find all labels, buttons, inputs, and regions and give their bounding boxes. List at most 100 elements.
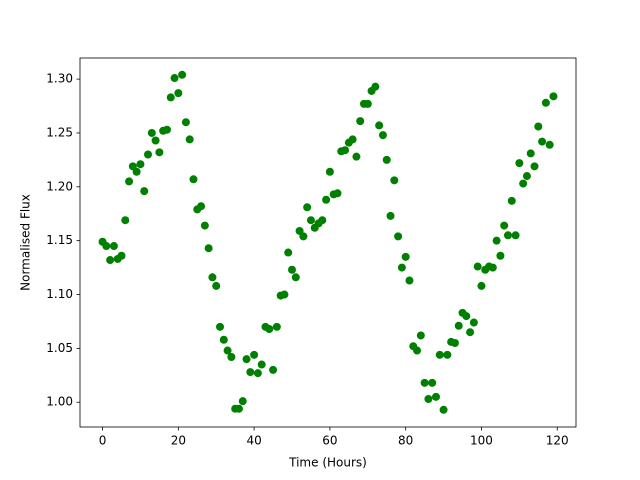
x-tick-label: 40 bbox=[246, 434, 261, 448]
data-point bbox=[185, 135, 194, 144]
data-point bbox=[416, 331, 425, 340]
data-point bbox=[394, 232, 403, 241]
y-tick-label: 1.30 bbox=[46, 72, 73, 86]
data-point bbox=[253, 369, 262, 378]
data-point bbox=[375, 121, 384, 130]
data-point bbox=[170, 74, 179, 83]
data-point bbox=[356, 117, 365, 126]
data-point bbox=[511, 231, 520, 240]
data-point bbox=[530, 162, 539, 171]
data-point bbox=[219, 335, 228, 344]
data-point bbox=[246, 368, 255, 377]
data-point bbox=[257, 360, 266, 369]
data-point bbox=[390, 176, 399, 185]
data-point bbox=[147, 128, 156, 137]
data-point bbox=[272, 322, 281, 331]
data-point bbox=[106, 256, 115, 265]
data-point bbox=[439, 405, 448, 414]
data-point bbox=[401, 252, 410, 261]
data-point bbox=[318, 216, 327, 225]
data-point bbox=[496, 251, 505, 260]
x-tick-label: 60 bbox=[322, 434, 337, 448]
data-point bbox=[477, 281, 486, 290]
data-point bbox=[181, 118, 190, 127]
x-tick-label: 100 bbox=[470, 434, 493, 448]
data-point bbox=[269, 365, 278, 374]
data-point bbox=[250, 350, 259, 359]
data-point bbox=[492, 236, 501, 245]
y-tick-label: 1.05 bbox=[46, 341, 73, 355]
data-point bbox=[378, 131, 387, 140]
data-point bbox=[162, 125, 171, 134]
data-point bbox=[466, 328, 475, 337]
data-point bbox=[265, 324, 274, 333]
data-point bbox=[125, 177, 134, 186]
data-point bbox=[545, 140, 554, 149]
data-point bbox=[431, 392, 440, 401]
data-point bbox=[405, 276, 414, 285]
y-axis-label: Normalised Flux bbox=[19, 194, 33, 291]
data-point bbox=[197, 202, 206, 211]
x-tick-label: 120 bbox=[546, 434, 569, 448]
data-point bbox=[534, 122, 543, 131]
data-point bbox=[178, 70, 187, 79]
data-point bbox=[322, 195, 331, 204]
data-point bbox=[549, 92, 558, 101]
data-point bbox=[541, 98, 550, 107]
data-point bbox=[223, 346, 232, 355]
data-point bbox=[306, 216, 315, 225]
data-point bbox=[299, 232, 308, 241]
data-point bbox=[227, 352, 236, 361]
data-point bbox=[462, 312, 471, 321]
data-point bbox=[121, 216, 130, 225]
data-point bbox=[155, 148, 164, 157]
data-point bbox=[284, 248, 293, 257]
data-point bbox=[519, 179, 528, 188]
data-point bbox=[291, 273, 300, 282]
plot-frame bbox=[79, 57, 577, 428]
data-point bbox=[242, 355, 251, 364]
data-point bbox=[333, 189, 342, 198]
data-point bbox=[132, 167, 141, 176]
data-point bbox=[144, 150, 153, 159]
data-point bbox=[288, 265, 297, 274]
data-point bbox=[280, 290, 289, 299]
data-point bbox=[435, 350, 444, 359]
data-point bbox=[454, 321, 463, 330]
data-point bbox=[473, 262, 482, 271]
data-point bbox=[325, 167, 334, 176]
data-point bbox=[526, 149, 535, 158]
data-point bbox=[234, 404, 243, 413]
data-point bbox=[420, 378, 429, 387]
data-point bbox=[216, 322, 225, 331]
data-point bbox=[189, 175, 198, 184]
data-point bbox=[382, 155, 391, 164]
x-tick-label: 20 bbox=[171, 434, 186, 448]
data-point bbox=[507, 196, 516, 205]
data-point bbox=[500, 221, 509, 230]
data-point bbox=[488, 263, 497, 272]
data-point bbox=[515, 159, 524, 168]
data-point bbox=[469, 318, 478, 327]
data-point bbox=[352, 152, 361, 161]
data-point bbox=[443, 350, 452, 359]
y-tick-label: 1.25 bbox=[46, 125, 73, 139]
data-point bbox=[208, 273, 217, 282]
data-point bbox=[303, 203, 312, 212]
x-axis-label: Time (Hours) bbox=[288, 456, 367, 470]
data-point bbox=[538, 137, 547, 146]
y-tick-label: 1.00 bbox=[46, 395, 73, 409]
data-point bbox=[413, 346, 422, 355]
data-point bbox=[151, 136, 160, 145]
data-point bbox=[424, 394, 433, 403]
data-point bbox=[450, 338, 459, 347]
data-point bbox=[136, 160, 145, 169]
data-point bbox=[204, 244, 213, 253]
data-point bbox=[212, 281, 221, 290]
data-point bbox=[109, 242, 118, 251]
x-tick-label: 0 bbox=[99, 434, 107, 448]
y-tick-label: 1.20 bbox=[46, 179, 73, 193]
data-point bbox=[348, 135, 357, 144]
data-point bbox=[428, 378, 437, 387]
